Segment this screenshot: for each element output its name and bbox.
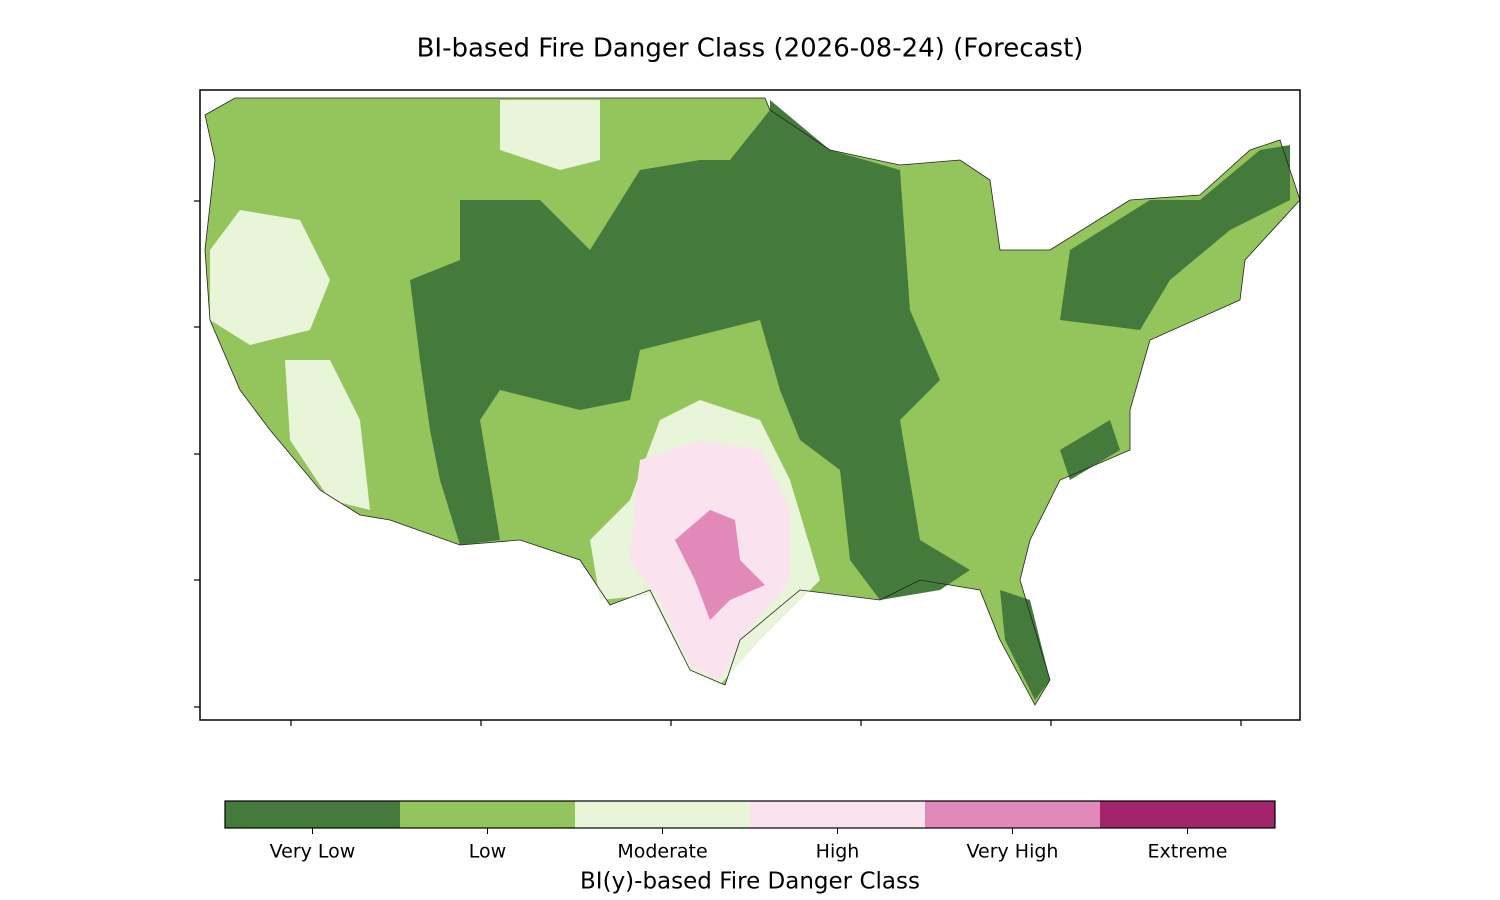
colorbar-tick-label: Low: [469, 841, 506, 863]
colorbar-swatch: [575, 801, 750, 828]
danger-region: [1060, 420, 1120, 480]
danger-region: [210, 210, 330, 345]
danger-region: [1000, 590, 1050, 700]
colorbar-tick-label: Moderate: [617, 841, 707, 863]
colorbar-tick-label: High: [816, 841, 860, 863]
colorbar-swatch: [1100, 801, 1275, 828]
danger-region: [1060, 145, 1290, 330]
colorbar-swatch: [400, 801, 575, 828]
colorbar-swatch: [225, 801, 400, 828]
colorbar-tick-label: Very High: [967, 841, 1059, 863]
danger-region: [285, 360, 370, 510]
danger-region: [675, 510, 765, 620]
colorbar-swatch: [750, 801, 925, 828]
danger-region: [500, 100, 600, 170]
colorbar-frame: [224, 800, 1276, 829]
colorbar: Very Low Low Moderate High Very High Extreme: [224, 800, 1276, 863]
colorbar-tick-label: Very Low: [270, 841, 356, 863]
us-outline: [204, 97, 1301, 706]
colorbar-tick-label: Extreme: [1148, 841, 1228, 863]
axis-ticks: [194, 200, 1242, 726]
chart-title: BI-based Fire Danger Class (2026-08-24) …: [417, 34, 1084, 64]
colorbar-label: BI(y)-based Fire Danger Class: [580, 869, 920, 895]
map-frame: [199, 89, 1301, 721]
danger-region: [410, 100, 970, 600]
map: [204, 97, 1301, 706]
colorbar-swatch: [925, 801, 1100, 828]
